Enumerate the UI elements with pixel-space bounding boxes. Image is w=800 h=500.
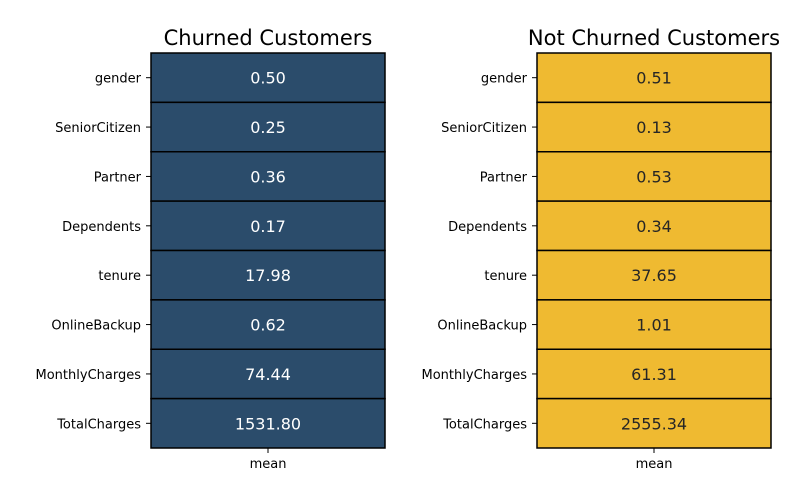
heatmap-cell [150, 52, 386, 104]
heatmap-cell [150, 101, 386, 153]
cell-value-label: 1.01 [636, 316, 672, 335]
cell-value-label: 74.44 [245, 365, 291, 384]
cell-value-label: 0.62 [250, 316, 286, 335]
row-tick-label: TotalCharges [56, 417, 141, 432]
heatmap-cell [150, 299, 386, 350]
heatmap-panel-1: Churned Customers 0.50 gender 0.25 SeniorCit… [36, 26, 386, 472]
cell-value-label: 61.31 [631, 365, 677, 384]
heatmap-cell [536, 101, 772, 153]
column-tick-label: mean [250, 457, 287, 472]
row-tick-label: OnlineBackup [437, 319, 527, 334]
cell-value-label: 0.13 [636, 118, 672, 137]
heatmap-cell [536, 200, 772, 252]
row-tick-label: tenure [98, 269, 141, 284]
row-tick-label: OnlineBackup [51, 319, 141, 334]
row-tick-label: gender [481, 72, 528, 87]
row-tick-label: MonthlyCharges [36, 368, 142, 383]
cell-value-label: 0.36 [250, 167, 286, 186]
heatmap-cell [536, 348, 772, 400]
row-tick-label: SeniorCitizen [55, 121, 141, 136]
cell-value-label: 0.51 [636, 69, 672, 88]
heatmap-panel-2: Not Churned Customers 0.51 gender 0.13 Senio… [422, 26, 781, 472]
row-tick-label: Partner [480, 170, 528, 185]
row-tick-label: Partner [94, 170, 142, 185]
row-tick-label: gender [95, 72, 142, 87]
column-tick-label: mean [636, 457, 673, 472]
heatmap-cell [150, 397, 386, 449]
cell-value-label: 37.65 [631, 266, 677, 285]
cell-value-label: 1531.80 [235, 414, 301, 433]
cell-value-label: 17.98 [245, 266, 291, 285]
cell-value-label: 0.25 [250, 118, 286, 137]
row-tick-label: TotalCharges [442, 417, 527, 432]
heatmap-cell [150, 348, 386, 400]
row-tick-label: MonthlyCharges [422, 368, 528, 383]
chart-title: Not Churned Customers [528, 26, 780, 50]
cell-value-label: 0.50 [250, 69, 286, 88]
row-tick-label: tenure [484, 269, 527, 284]
cell-value-label: 0.53 [636, 167, 672, 186]
cell-value-label: 0.17 [250, 217, 286, 236]
row-tick-label: Dependents [62, 220, 141, 235]
row-tick-label: Dependents [448, 220, 527, 235]
row-tick-label: SeniorCitizen [441, 121, 527, 136]
cell-value-label: 2555.34 [621, 414, 687, 433]
cell-value-label: 0.34 [636, 217, 672, 236]
chart-title: Churned Customers [164, 26, 373, 50]
